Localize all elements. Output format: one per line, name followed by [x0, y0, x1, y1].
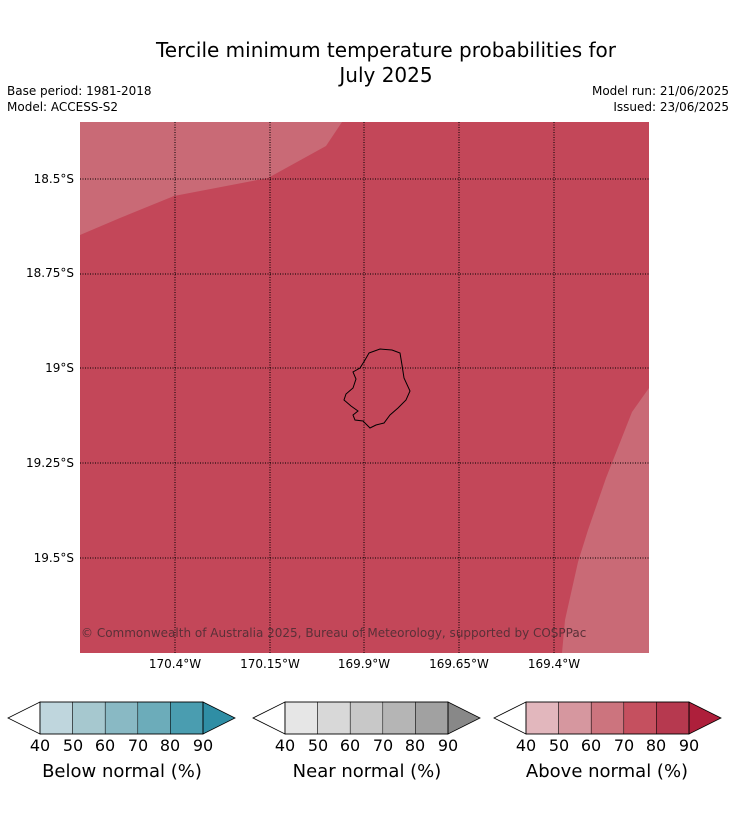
colorbar-swatch: [656, 701, 690, 735]
colorbar-near-swatches: [252, 701, 481, 735]
tick: 80: [159, 736, 181, 755]
title-line-2: July 2025: [339, 63, 433, 87]
tick: 60: [580, 736, 602, 755]
colorbar-near-label: Near normal (%): [292, 761, 442, 782]
lat-label-4: 19.25°S: [26, 456, 74, 470]
tick: 40: [29, 736, 51, 755]
tick: 80: [404, 736, 426, 755]
lat-label-1: 18.5°S: [33, 172, 74, 186]
colorbar-below-label: Below normal (%): [42, 761, 202, 782]
colorbar-near: [251, 700, 483, 736]
colorbar-swatch: [170, 701, 204, 735]
lon-label-1: 170.4°W: [148, 657, 202, 671]
colorbar-swatch: [137, 701, 171, 735]
colorbar-swatch: [415, 701, 449, 735]
colorbar-swatch: [284, 701, 318, 735]
tick: 90: [678, 736, 700, 755]
meta-right: Model run: 21/06/2025 Issued: 23/06/2025: [592, 83, 729, 115]
colorbar-above-label: Above normal (%): [525, 761, 689, 782]
tick: 50: [62, 736, 84, 755]
colorbar-outline: [525, 701, 690, 735]
colorbar-above: [492, 700, 724, 736]
base-period: Base period: 1981-2018: [7, 84, 152, 98]
tick: 90: [192, 736, 214, 755]
colorbar-swatch: [39, 701, 73, 735]
colorbar-over-triangle: [202, 701, 236, 735]
colorbar-below-swatches: [7, 701, 236, 735]
island-outline: [343, 348, 411, 429]
colorbar-swatch: [349, 701, 384, 735]
tick: 90: [437, 736, 459, 755]
colorbar-swatch: [317, 701, 351, 735]
colorbar-swatch: [590, 701, 625, 735]
lat-label-2: 18.75°S: [26, 266, 74, 280]
tick: 40: [274, 736, 296, 755]
chart-title: Tercile minimum temperature probabilitie…: [0, 38, 736, 88]
colorbar-below: [6, 700, 238, 736]
lon-label-3: 169.9°W: [337, 657, 391, 671]
lat-label-5: 19.5°S: [33, 551, 74, 565]
colorbar-swatch: [558, 701, 592, 735]
colorbar-above-swatches: [493, 701, 722, 735]
colorbar-over-triangle: [447, 701, 481, 735]
tick: 40: [515, 736, 537, 755]
colorbar-swatch: [104, 701, 139, 735]
tick: 70: [372, 736, 394, 755]
lon-label-2: 170.15°W: [240, 657, 300, 671]
map-panel: [80, 122, 649, 653]
lon-gridlines: [174, 122, 555, 653]
lon-label-5: 169.4°W: [527, 657, 581, 671]
issued-date: Issued: 23/06/2025: [613, 100, 729, 114]
model-run: Model run: 21/06/2025: [591, 84, 729, 98]
tick: 70: [613, 736, 635, 755]
tick: 60: [339, 736, 361, 755]
colorbar-under-triangle: [493, 701, 527, 735]
tick: 50: [548, 736, 570, 755]
colorbar-outline: [284, 701, 449, 735]
title-line-1: Tercile minimum temperature probabilitie…: [155, 38, 617, 62]
colorbar-under-triangle: [7, 701, 41, 735]
copyright-text: © Commonwealth of Australia 2025, Bureau…: [81, 626, 587, 640]
colorbar-outline: [39, 701, 204, 735]
light-region-south-east: [562, 388, 649, 653]
tick: 60: [94, 736, 116, 755]
tick: 80: [645, 736, 667, 755]
meta-left: Base period: 1981-2018 Model: ACCESS-S2: [7, 83, 152, 115]
lon-label-4: 169.65°W: [429, 657, 489, 671]
colorbar-over-triangle: [688, 701, 722, 735]
colorbar-under-triangle: [252, 701, 286, 735]
tick: 50: [307, 736, 329, 755]
tick: 70: [127, 736, 149, 755]
model-name: Model: ACCESS-S2: [7, 100, 119, 114]
colorbar-swatch: [72, 701, 106, 735]
colorbar-swatch: [623, 701, 657, 735]
lat-label-3: 19°S: [45, 361, 74, 375]
colorbar-swatch: [382, 701, 416, 735]
colorbar-swatch: [525, 701, 559, 735]
